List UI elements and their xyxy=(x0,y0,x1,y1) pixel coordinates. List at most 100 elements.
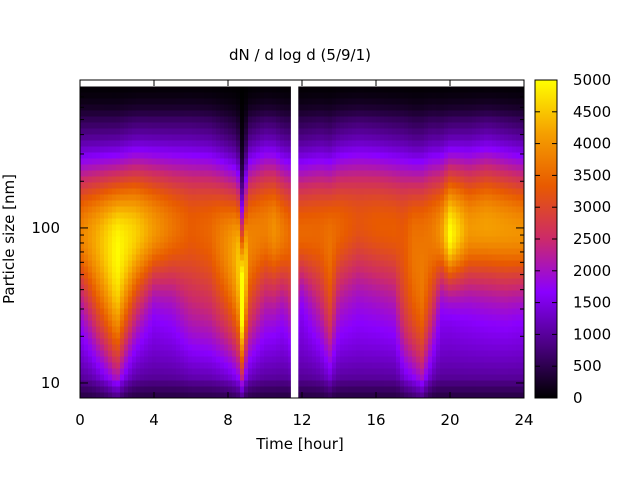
heatmap-cell xyxy=(448,248,453,255)
heatmap-cell xyxy=(388,308,393,315)
heatmap-cell xyxy=(324,356,329,363)
heatmap-cell xyxy=(252,254,257,261)
heatmap-cell xyxy=(148,146,153,153)
heatmap-cell xyxy=(92,248,97,255)
heatmap-cell xyxy=(136,290,141,297)
heatmap-cell xyxy=(276,176,281,183)
heatmap-cell xyxy=(412,356,417,363)
heatmap-cell xyxy=(392,200,397,207)
heatmap-cell xyxy=(404,98,409,105)
heatmap-cell xyxy=(284,296,289,303)
heatmap-cell xyxy=(124,260,129,267)
heatmap-cell xyxy=(268,356,273,363)
heatmap-cell xyxy=(128,338,133,345)
heatmap-cell xyxy=(284,368,289,375)
heatmap-cell xyxy=(372,194,377,201)
heatmap-cell xyxy=(332,92,337,99)
heatmap-cell xyxy=(272,284,277,291)
heatmap-cell xyxy=(320,326,325,333)
heatmap-cell xyxy=(184,230,189,237)
heatmap-cell xyxy=(368,230,373,237)
heatmap-cell xyxy=(372,98,377,105)
heatmap-cell xyxy=(448,266,453,273)
heatmap-cell xyxy=(396,380,401,387)
heatmap-cell xyxy=(444,110,449,117)
heatmap-cell xyxy=(388,386,393,393)
heatmap-cell xyxy=(156,320,161,327)
heatmap-cell xyxy=(136,320,141,327)
heatmap-cell xyxy=(196,218,201,225)
heatmap-cell xyxy=(220,236,225,243)
heatmap-cell xyxy=(308,134,313,141)
heatmap-cell xyxy=(224,344,229,351)
heatmap-cell xyxy=(212,176,217,183)
heatmap-cell xyxy=(116,254,121,261)
heatmap-cell xyxy=(340,158,345,165)
heatmap-cell xyxy=(336,266,341,273)
heatmap-cell xyxy=(216,122,221,129)
heatmap-cell xyxy=(448,314,453,321)
heatmap-cell xyxy=(192,332,197,339)
heatmap-cell xyxy=(280,188,285,195)
heatmap-cell xyxy=(156,182,161,189)
heatmap-cell xyxy=(356,206,361,213)
heatmap-cell xyxy=(424,278,429,285)
heatmap-cell xyxy=(256,284,261,291)
heatmap-cell xyxy=(444,380,449,387)
heatmap-cell xyxy=(172,218,177,225)
heatmap-cell xyxy=(420,122,425,129)
heatmap-cell xyxy=(436,146,441,153)
heatmap-cell xyxy=(284,140,289,147)
heatmap-cell xyxy=(144,350,149,357)
heatmap-cell xyxy=(368,278,373,285)
heatmap-cell xyxy=(204,170,209,177)
heatmap-cell xyxy=(120,146,125,153)
heatmap-cell xyxy=(380,128,385,135)
heatmap-cell xyxy=(216,170,221,177)
heatmap-cell xyxy=(204,314,209,321)
heatmap-cell xyxy=(116,194,121,201)
heatmap-cell xyxy=(128,164,133,171)
heatmap-cell xyxy=(176,134,181,141)
heatmap-cell xyxy=(404,296,409,303)
heatmap-cell xyxy=(304,140,309,147)
heatmap-cell xyxy=(140,338,145,345)
heatmap-cell xyxy=(96,116,101,123)
heatmap-cell xyxy=(140,182,145,189)
heatmap-cell xyxy=(376,128,381,135)
heatmap-cell xyxy=(420,80,425,87)
heatmap-cell xyxy=(224,374,229,381)
heatmap-cell xyxy=(252,344,257,351)
heatmap-cell xyxy=(452,134,457,141)
heatmap-cell xyxy=(228,242,233,249)
heatmap-cell xyxy=(356,92,361,99)
heatmap-cell xyxy=(236,104,241,111)
heatmap-cell xyxy=(432,122,437,129)
heatmap-cell xyxy=(156,290,161,297)
heatmap-cell xyxy=(336,104,341,111)
heatmap-cell xyxy=(176,188,181,195)
heatmap-cell xyxy=(352,278,357,285)
heatmap-cell xyxy=(200,170,205,177)
heatmap-cell xyxy=(244,272,249,279)
heatmap-cell xyxy=(312,356,317,363)
heatmap-cell xyxy=(112,128,117,135)
heatmap-cell xyxy=(256,140,261,147)
heatmap-cell xyxy=(224,206,229,213)
heatmap-cell xyxy=(144,122,149,129)
heatmap-cell xyxy=(176,122,181,129)
heatmap-cell xyxy=(116,308,121,315)
heatmap-cell xyxy=(176,80,181,87)
heatmap-cell xyxy=(280,362,285,369)
heatmap-cell xyxy=(116,224,121,231)
heatmap-cell xyxy=(232,212,237,219)
heatmap-cell xyxy=(256,356,261,363)
heatmap-cell xyxy=(100,110,105,117)
heatmap-cell xyxy=(180,134,185,141)
heatmap-cell xyxy=(360,368,365,375)
heatmap-cell xyxy=(316,266,321,273)
heatmap-cell xyxy=(428,218,433,225)
heatmap-cell xyxy=(416,284,421,291)
heatmap-cell xyxy=(204,260,209,267)
heatmap-cell xyxy=(156,146,161,153)
